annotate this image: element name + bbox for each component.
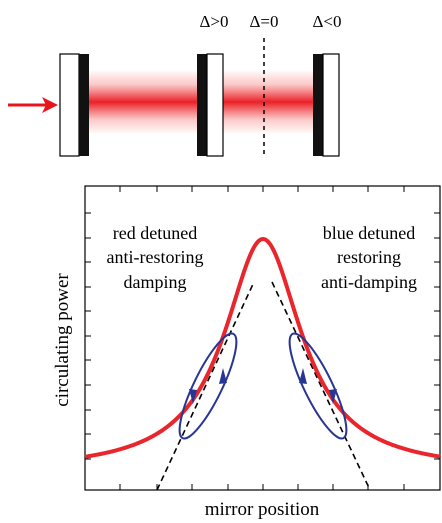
axis-ticks — [85, 186, 440, 490]
trajectory-ellipse-right — [288, 332, 348, 440]
resonance-curve — [84, 237, 441, 459]
right-annotation-line-2: restoring — [337, 247, 401, 267]
left-annotation-line-1: red detuned — [113, 223, 197, 243]
movable-mirror-positive-detuning — [197, 53, 224, 157]
ellipse-arrow-icon — [219, 368, 227, 384]
x-axis-label: mirror position — [205, 499, 320, 520]
right-annotation-line-1: blue detuned — [323, 223, 415, 243]
tangent-line-right — [271, 281, 371, 491]
trajectory-ellipse-left — [178, 332, 238, 440]
right-annotation-line-3: anti-damping — [321, 272, 417, 292]
left-annotation-line-2: anti-restoring — [107, 247, 204, 267]
ellipse-arrow-icon — [189, 389, 197, 404]
detuning-label-zero: Δ=0 — [249, 12, 278, 31]
ellipse-arrow-icon — [329, 389, 337, 404]
detuning-label-negative: Δ<0 — [312, 12, 341, 31]
y-axis-label: circulating power — [52, 273, 73, 407]
ellipse-arrow-icon — [299, 368, 307, 384]
cavity-schematic: Δ>0 Δ=0 Δ<0 — [8, 12, 342, 157]
movable-mirror-negative-detuning — [313, 53, 340, 157]
tangent-line-left — [156, 281, 255, 491]
detuning-label-positive: Δ>0 — [199, 12, 228, 31]
input-mirror — [59, 53, 89, 157]
input-arrow-icon — [8, 97, 58, 113]
left-annotation-line-3: damping — [124, 272, 187, 292]
power-vs-position-plot: red detuned anti-restoring damping blue … — [52, 185, 441, 520]
